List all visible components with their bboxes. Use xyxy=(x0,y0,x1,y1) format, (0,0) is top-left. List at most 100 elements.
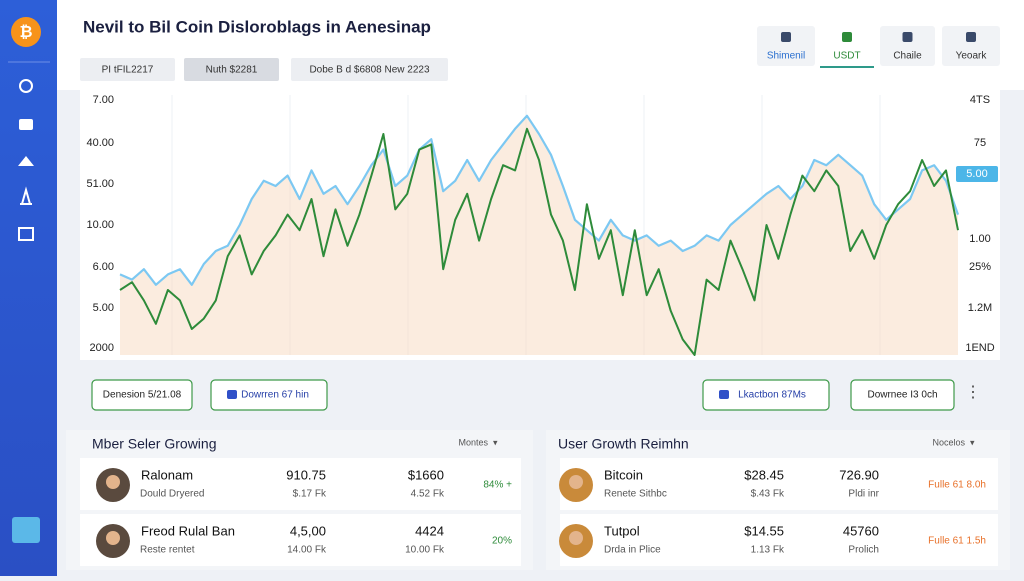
action-button[interactable] xyxy=(850,379,955,411)
axis-label-right: 25% xyxy=(969,261,991,273)
axis-label-left: 40.00 xyxy=(86,137,114,149)
tab-icon xyxy=(902,32,913,42)
action-button[interactable] xyxy=(702,379,830,411)
area xyxy=(120,115,958,355)
axis-badge xyxy=(956,166,998,182)
avatar-face xyxy=(106,475,120,489)
action-icon xyxy=(227,390,237,399)
row-value: $28.45 xyxy=(744,467,784,482)
axis-label-left: 7.00 xyxy=(93,94,114,106)
row-subtext: $.17 Fk xyxy=(293,489,327,500)
sidebar xyxy=(0,0,57,576)
row-subtext: Prolich xyxy=(848,545,879,556)
row-value: $1660 xyxy=(408,467,444,482)
row-subtext: $.43 Fk xyxy=(751,489,785,500)
axis-label-right: 5.00 xyxy=(966,168,987,180)
line-series xyxy=(119,127,959,356)
tab[interactable] xyxy=(820,26,874,66)
row-value: $14.55 xyxy=(744,523,784,538)
panel-menu[interactable]: Nocelos xyxy=(932,437,965,447)
filter-label: Nuth $2281 xyxy=(206,65,258,76)
action-icon xyxy=(719,390,729,399)
panel-title: User Growth Reimhn xyxy=(558,436,689,452)
axis-label-left: 2000 xyxy=(90,342,114,354)
nav-icon[interactable] xyxy=(19,79,33,93)
panel-menu[interactable]: Montes xyxy=(458,437,488,447)
row-change: 20% xyxy=(492,536,512,547)
avatar-face xyxy=(106,531,120,545)
avatar-face xyxy=(569,531,583,545)
filter-chip[interactable] xyxy=(291,58,448,81)
nav-icon[interactable] xyxy=(12,517,40,543)
action-label: Lkactbon 87Ms xyxy=(738,390,806,401)
row-subtext: Renete Sithbc xyxy=(604,489,667,500)
action-button[interactable] xyxy=(210,379,328,411)
axis-label-left: 6.00 xyxy=(93,261,114,273)
tab-icon xyxy=(842,32,852,42)
row-value: 45760 xyxy=(843,523,879,538)
row-subtext: Drda in Plice xyxy=(604,545,661,556)
axis-label-left: 10.00 xyxy=(86,219,114,231)
row-change: Fulle 61 8.0h xyxy=(928,480,986,491)
row-value: Freod Rulal Ban xyxy=(141,523,235,538)
row-value: Tutpol xyxy=(604,523,640,538)
logo-glyph: ₿ xyxy=(19,23,32,41)
nav-icon[interactable] xyxy=(18,227,34,241)
axis-label-left: 5.00 xyxy=(93,302,114,314)
nav-icon[interactable] xyxy=(19,119,33,130)
filter-label: PI tFIL2217 xyxy=(102,65,154,76)
axis-label-left: 51.00 xyxy=(86,178,114,190)
axis-label-right: 75 xyxy=(974,137,986,149)
tab-label: Shimenil xyxy=(767,51,805,62)
filter-chip[interactable] xyxy=(80,58,175,81)
tab-underline xyxy=(820,66,874,68)
row xyxy=(80,458,521,510)
nav-icon[interactable] xyxy=(20,186,32,205)
tab-label: Yeoark xyxy=(956,51,988,62)
filter-label: Dobe B d $6808 New 2223 xyxy=(309,65,430,76)
more-button[interactable]: ⋮ xyxy=(965,384,981,401)
row-subtext: Reste rentet xyxy=(140,545,195,556)
filter-chip[interactable] xyxy=(184,58,279,81)
action-label: Dowrren 67 hin xyxy=(241,390,309,401)
row xyxy=(560,514,998,566)
tab[interactable] xyxy=(880,26,935,66)
line-series xyxy=(119,114,960,286)
axis-label-right: 4TS xyxy=(970,94,990,106)
row-subtext: 4.52 Fk xyxy=(411,489,445,500)
menu-caret: ▾ xyxy=(493,437,498,447)
tab-label: Chaile xyxy=(893,51,922,62)
tab-icon xyxy=(966,32,976,42)
row xyxy=(560,458,998,510)
axis-label-right: 1.00 xyxy=(969,233,990,245)
tab-icon xyxy=(781,32,791,42)
logo[interactable] xyxy=(11,17,41,47)
row-subtext: 14.00 Fk xyxy=(287,545,327,556)
row-subtext: 10.00 Fk xyxy=(405,545,445,556)
action-label: Denesion 5/21.08 xyxy=(103,390,182,401)
row-subtext: Dould Dryered xyxy=(140,489,204,500)
row-change: Fulle 61 1.5h xyxy=(928,536,986,547)
row-value: Bitcoin xyxy=(604,467,643,482)
page-title: Nevil to Bil Coin Disloroblags in Aenesi… xyxy=(83,17,431,36)
row-value: 726.90 xyxy=(839,467,879,482)
tab[interactable] xyxy=(757,26,815,66)
tab-label: USDT xyxy=(833,51,860,62)
avatar-face xyxy=(569,475,583,489)
nav-icon[interactable] xyxy=(18,156,34,166)
row-value: 910.75 xyxy=(286,467,326,482)
panel-title: Mber Seler Growing xyxy=(92,436,217,452)
row-value: Ralonam xyxy=(141,467,193,482)
axis-label-right: 1.2M xyxy=(968,302,992,314)
axis-label-right: 1END xyxy=(965,342,994,354)
row-subtext: Pldi inr xyxy=(848,489,879,500)
menu-caret: ▾ xyxy=(970,437,975,447)
row-value: 4424 xyxy=(415,523,444,538)
action-button[interactable] xyxy=(91,379,193,411)
row-subtext: 1.13 Fk xyxy=(751,545,785,556)
row-change: 84% + xyxy=(483,480,512,491)
tab[interactable] xyxy=(942,26,1000,66)
row xyxy=(80,514,521,566)
row-value: 4,5,00 xyxy=(290,523,326,538)
